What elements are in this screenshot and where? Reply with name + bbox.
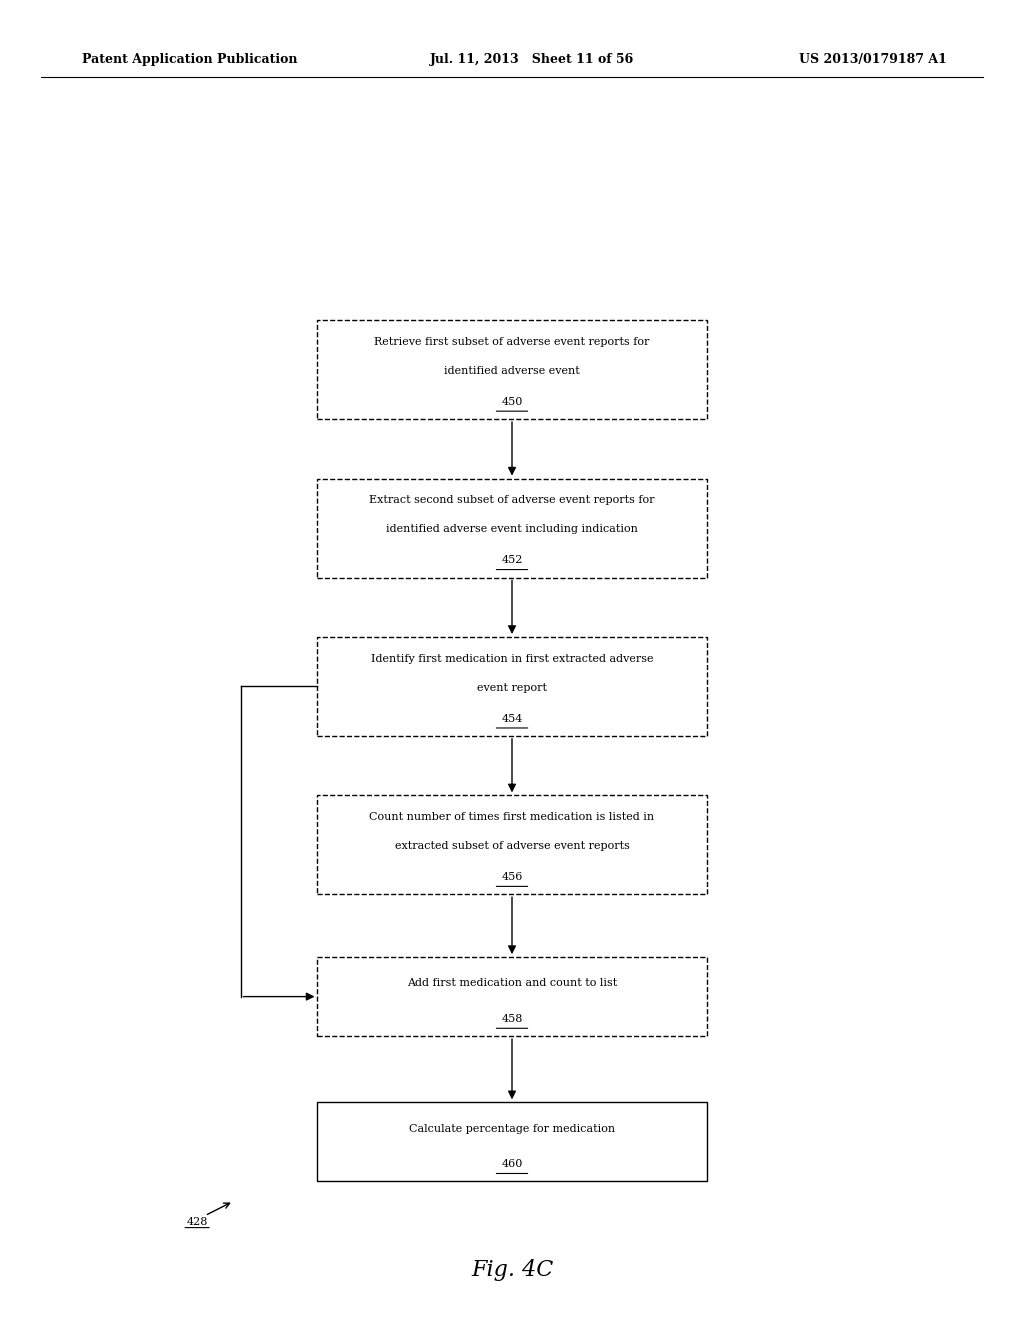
FancyBboxPatch shape (317, 638, 707, 737)
FancyBboxPatch shape (317, 1102, 707, 1181)
Text: Identify first medication in first extracted adverse: Identify first medication in first extra… (371, 653, 653, 664)
Text: 428: 428 (187, 1217, 208, 1228)
Text: 458: 458 (502, 1014, 522, 1024)
Text: identified adverse event: identified adverse event (444, 366, 580, 376)
FancyBboxPatch shape (317, 321, 707, 420)
Text: identified adverse event including indication: identified adverse event including indic… (386, 524, 638, 535)
FancyBboxPatch shape (317, 795, 707, 895)
Text: Count number of times first medication is listed in: Count number of times first medication i… (370, 812, 654, 822)
Text: extracted subset of adverse event reports: extracted subset of adverse event report… (394, 841, 630, 851)
Text: 450: 450 (502, 397, 522, 407)
Text: US 2013/0179187 A1: US 2013/0179187 A1 (799, 53, 946, 66)
Text: 456: 456 (502, 873, 522, 882)
Text: Add first medication and count to list: Add first medication and count to list (407, 978, 617, 989)
FancyBboxPatch shape (317, 479, 707, 578)
Text: 452: 452 (502, 556, 522, 565)
FancyBboxPatch shape (317, 957, 707, 1036)
Text: Extract second subset of adverse event reports for: Extract second subset of adverse event r… (370, 495, 654, 506)
Text: Retrieve first subset of adverse event reports for: Retrieve first subset of adverse event r… (375, 337, 649, 347)
Text: Calculate percentage for medication: Calculate percentage for medication (409, 1123, 615, 1134)
Text: event report: event report (477, 682, 547, 693)
Text: Fig. 4C: Fig. 4C (471, 1259, 553, 1280)
Text: 460: 460 (502, 1159, 522, 1170)
Text: Patent Application Publication: Patent Application Publication (82, 53, 297, 66)
Text: Jul. 11, 2013   Sheet 11 of 56: Jul. 11, 2013 Sheet 11 of 56 (430, 53, 634, 66)
Text: 454: 454 (502, 714, 522, 723)
